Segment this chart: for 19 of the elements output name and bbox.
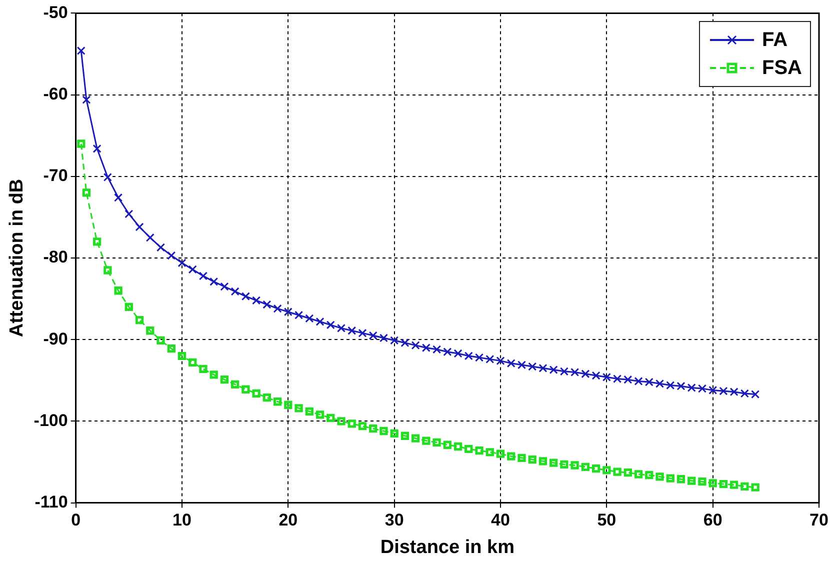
x-tick-label: 20 [278, 510, 298, 530]
x-tick-label: 60 [703, 510, 722, 530]
x-tick-label: 30 [384, 510, 404, 530]
x-tick-label: 70 [810, 510, 828, 530]
y-tick-label: -50 [43, 2, 68, 22]
x-tick-label: 10 [172, 510, 192, 530]
y-tick-label: -100 [34, 410, 68, 430]
y-tick-label: -70 [43, 166, 68, 186]
legend-label: FA [762, 28, 788, 52]
x-tick-label: 40 [491, 510, 510, 530]
legend-label: FSA [762, 56, 802, 80]
y-tick-label: -80 [43, 248, 68, 267]
x-tick-label: 50 [597, 510, 616, 530]
x-axis-title: Distance in km [380, 536, 514, 558]
y-axis-title: Attenuation in dB [6, 178, 28, 338]
y-tick-label: -60 [43, 84, 68, 104]
x-tick-label: 0 [71, 510, 81, 530]
y-tick-label: -90 [43, 329, 68, 348]
y-tick-label: -110 [34, 492, 68, 512]
